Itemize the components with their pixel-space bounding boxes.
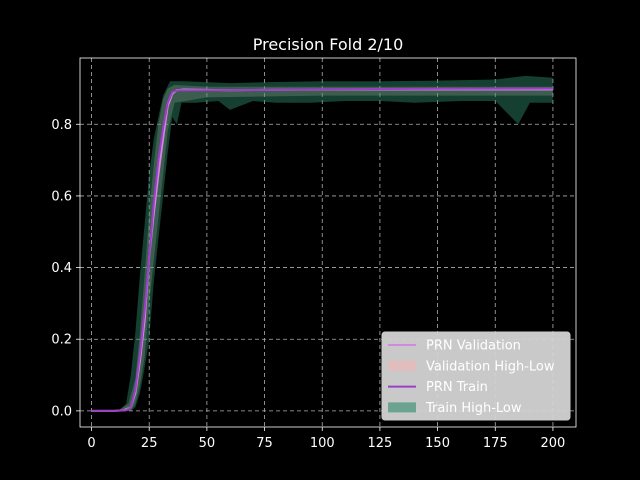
- x-tick-label: 125: [367, 436, 392, 451]
- legend-box: [381, 331, 571, 421]
- prn-train-legend-label: PRN Train: [426, 380, 488, 395]
- x-tick-label: 150: [425, 436, 450, 451]
- axes-frame: [79, 57, 577, 428]
- train-high-low-legend-swatch: [388, 402, 416, 413]
- y-tick-label: 0.6: [51, 189, 72, 204]
- prn-validation-legend-label: PRN Validation: [426, 339, 521, 354]
- prn-train-line: [91, 87, 553, 412]
- plot-area: [91, 75, 553, 412]
- x-tick-label: 25: [141, 436, 158, 451]
- x-tick-label: 0: [87, 436, 95, 451]
- x-tick-label: 75: [256, 436, 273, 451]
- legend: PRN Validation Validation High-Low PRN Tra…: [381, 331, 571, 421]
- tick-labels: 0 25 50 75 100 125 150 175 200 0.0 0.2 0.4 0.6 0.8: [51, 118, 565, 451]
- validation-high-low-legend-swatch: [388, 360, 416, 371]
- x-tick-label: 50: [199, 436, 216, 451]
- y-tick-label: 0.8: [51, 118, 72, 133]
- train-high-low-legend-label: Train High-Low: [425, 401, 522, 416]
- x-tick-label: 175: [483, 436, 508, 451]
- y-tick-label: 0.0: [51, 404, 72, 419]
- y-tick-label: 0.2: [51, 333, 72, 348]
- chart-title: Precision Fold 2/10: [253, 35, 404, 54]
- x-tick-label: 200: [541, 436, 566, 451]
- validation-high-low-legend-label: Validation High-Low: [426, 359, 555, 374]
- grid: [80, 58, 576, 427]
- y-tick-label: 0.4: [51, 261, 72, 276]
- x-tick-label: 100: [310, 436, 335, 451]
